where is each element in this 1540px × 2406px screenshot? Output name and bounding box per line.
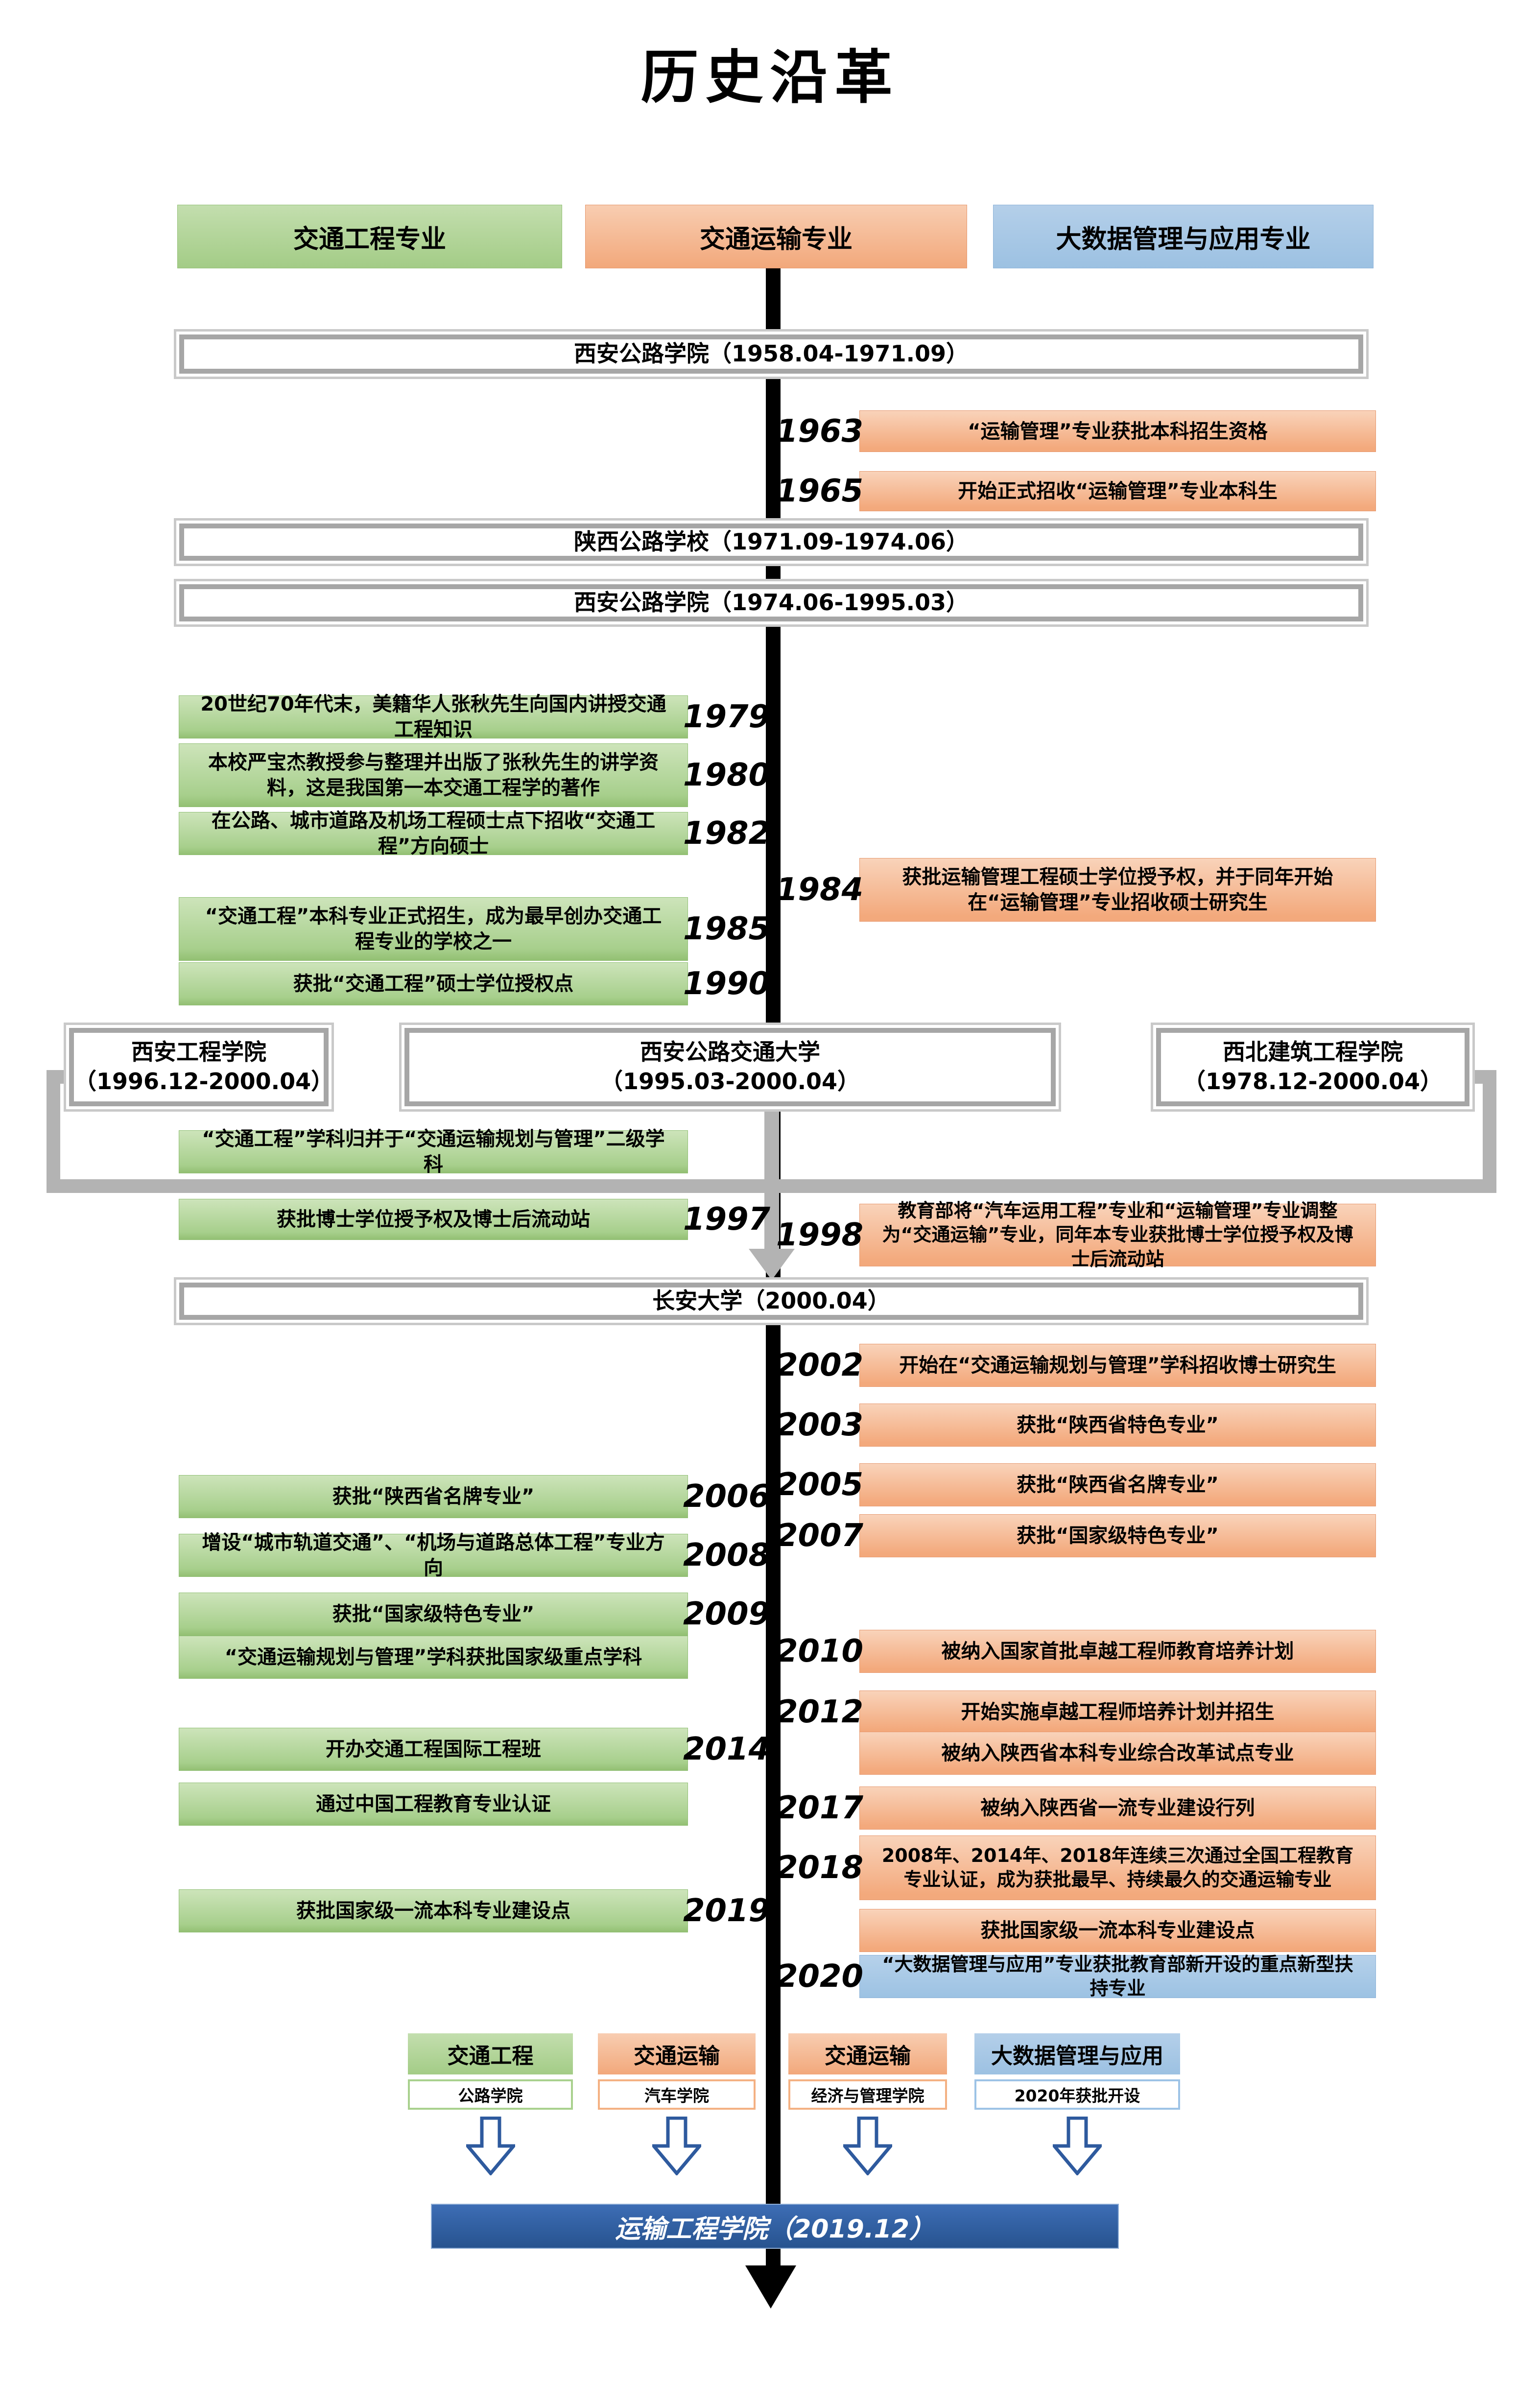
event-box-2005: 获批“陕西省名牌专业” bbox=[859, 1463, 1376, 1506]
year-label-2012: 2012 bbox=[776, 1694, 864, 1730]
major-box-transportation-1: 交通运输 bbox=[598, 2033, 756, 2074]
down-arrow-icon bbox=[652, 2117, 701, 2175]
event-box-1984: 获批运输管理工程硕士学位授予权，并于同年开始在“运输管理”专业招收硕士研究生 bbox=[859, 858, 1376, 922]
event-box-2009: 获批“国家级特色专业” bbox=[179, 1593, 688, 1636]
down-arrow-icon bbox=[466, 2117, 515, 2175]
event-box-1990: 获批“交通工程”硕士学位授权点 bbox=[179, 962, 688, 1005]
year-label-2019: 2019 bbox=[683, 1893, 771, 1929]
event-box-1980: 本校严宝杰教授参与整理并出版了张秋先生的讲学资料，这是我国第一本交通工程学的著作 bbox=[179, 743, 688, 807]
event-box-1963: “运输管理”专业获批本科招生资格 bbox=[859, 410, 1376, 452]
event-box-2020: “大数据管理与应用”专业获批教育部新开设的重点新型扶持专业 bbox=[859, 1953, 1376, 1999]
college-label-highway: 公路学院 bbox=[408, 2079, 573, 2110]
down-arrow-icon bbox=[843, 2117, 892, 2175]
year-label-2014: 2014 bbox=[683, 1731, 771, 1767]
year-label-2006: 2006 bbox=[683, 1478, 771, 1515]
institution-box-xian-highway-university: 西安公路交通大学 （1995.03-2000.04） bbox=[399, 1023, 1061, 1112]
institution-period: （1995.03-2000.04） bbox=[600, 1068, 860, 1095]
institution-box-changan: 长安大学（2000.04） bbox=[174, 1277, 1369, 1325]
event-box-1982: 在公路、城市道路及机场工程硕士点下招收“交通工程”方向硕士 bbox=[179, 810, 688, 858]
institution-label: 西安公路学院（1974.06-1995.03） bbox=[573, 589, 969, 616]
event-box-2010: 被纳入国家首批卓越工程师教育培养计划 bbox=[859, 1630, 1376, 1673]
column-header-bigdata: 大数据管理与应用专业 bbox=[993, 205, 1374, 268]
institution-period: （1996.12-2000.04） bbox=[74, 1068, 334, 1095]
year-label-2005: 2005 bbox=[776, 1467, 864, 1503]
institution-box-1974: 西安公路学院（1974.06-1995.03） bbox=[174, 579, 1369, 627]
year-label-2007: 2007 bbox=[776, 1518, 864, 1554]
connector-right-vertical bbox=[1483, 1070, 1496, 1193]
year-label-2009: 2009 bbox=[683, 1596, 771, 1632]
column-header-traffic-engineering: 交通工程专业 bbox=[177, 205, 562, 268]
year-label-1998: 1998 bbox=[776, 1217, 864, 1253]
year-label-2018: 2018 bbox=[776, 1850, 864, 1886]
connector-left-vertical bbox=[47, 1070, 60, 1193]
event-box-discipline-merge: “交通工程”学科归并于“交通运输规划与管理”二级学科 bbox=[179, 1128, 688, 1176]
year-label-2010: 2010 bbox=[776, 1633, 864, 1669]
year-label-1982: 1982 bbox=[683, 815, 771, 852]
event-box-2007: 获批“国家级特色专业” bbox=[859, 1514, 1376, 1557]
college-label-economics-management: 经济与管理学院 bbox=[788, 2079, 947, 2110]
year-label-1965: 1965 bbox=[776, 473, 864, 509]
connector-center-vertical bbox=[764, 1111, 779, 1253]
event-box-2019-orange: 获批国家级一流本科专业建设点 bbox=[859, 1909, 1376, 1952]
event-box-2018: 2008年、2014年、2018年连续三次通过全国工程教育专业认证，成为获批最早… bbox=[859, 1835, 1376, 1900]
year-label-1963: 1963 bbox=[776, 413, 864, 450]
major-box-bigdata: 大数据管理与应用 bbox=[974, 2033, 1180, 2074]
institution-box-northwest-architecture: 西北建筑工程学院 （1978.12-2000.04） bbox=[1151, 1023, 1475, 1112]
institution-box-1958: 西安公路学院（1958.04-1971.09） bbox=[174, 329, 1369, 379]
event-box-1998: 教育部将“汽车运用工程”专业和“运输管理”专业调整为“交通运输”专业，同年本专业… bbox=[859, 1200, 1376, 1270]
final-school-bar: 运输工程学院（2019.12） bbox=[431, 2204, 1119, 2249]
year-label-1980: 1980 bbox=[683, 757, 771, 793]
institution-label: 西安公路学院（1958.04-1971.09） bbox=[573, 340, 969, 367]
event-box-2002: 开始在“交通运输规划与管理”学科招收博士研究生 bbox=[859, 1344, 1376, 1387]
event-box-2003: 获批“陕西省特色专业” bbox=[859, 1404, 1376, 1447]
event-box-accreditation: 通过中国工程教育专业认证 bbox=[179, 1783, 688, 1826]
major-box-traffic-engineering: 交通工程 bbox=[408, 2033, 573, 2074]
event-box-2014-green: 开办交通工程国际工程班 bbox=[179, 1728, 688, 1771]
column-header-transportation: 交通运输专业 bbox=[585, 205, 967, 268]
college-label-2020-approved: 2020年获批开设 bbox=[974, 2079, 1180, 2110]
institution-label: 长安大学（2000.04） bbox=[652, 1287, 890, 1314]
timeline-arrowhead-icon bbox=[745, 2265, 796, 2309]
event-box-2006: 获批“陕西省名牌专业” bbox=[179, 1475, 688, 1518]
gray-arrowhead-icon bbox=[749, 1249, 795, 1280]
year-label-2008: 2008 bbox=[683, 1537, 771, 1573]
event-box-2008: 增设“城市轨道交通”、“机场与道路总体工程”专业方向 bbox=[179, 1531, 688, 1579]
event-box-2012: 开始实施卓越工程师培养计划并招生 bbox=[859, 1691, 1376, 1734]
college-label-automobile: 汽车学院 bbox=[598, 2079, 756, 2110]
institution-period: （1978.12-2000.04） bbox=[1183, 1068, 1443, 1095]
institution-box-xian-engineering: 西安工程学院 （1996.12-2000.04） bbox=[64, 1023, 334, 1112]
year-label-2017: 2017 bbox=[776, 1790, 864, 1826]
year-label-1990: 1990 bbox=[683, 966, 771, 1002]
event-box-1997: 获批博士学位授予权及博士后流动站 bbox=[179, 1199, 688, 1240]
event-box-1979: 20世纪70年代末，美籍华人张秋先生向国内讲授交通工程知识 bbox=[179, 693, 688, 741]
event-box-reform-pilot: 被纳入陕西省本科专业综合改革试点专业 bbox=[859, 1732, 1376, 1775]
year-label-1979: 1979 bbox=[683, 699, 771, 735]
event-box-2019-green: 获批国家级一流本科专业建设点 bbox=[179, 1889, 688, 1932]
institution-name: 西安公路交通大学 bbox=[640, 1039, 820, 1066]
page-title: 历史沿革 bbox=[640, 43, 900, 111]
year-label-1984: 1984 bbox=[776, 872, 864, 908]
year-label-2002: 2002 bbox=[776, 1347, 864, 1383]
year-label-1997: 1997 bbox=[683, 1201, 771, 1238]
event-box-1965: 开始正式招收“运输管理”专业本科生 bbox=[859, 471, 1376, 511]
event-box-key-discipline: “交通运输规划与管理”学科获批国家级重点学科 bbox=[179, 1636, 688, 1679]
institution-box-1971: 陕西公路学校（1971.09-1974.06） bbox=[174, 518, 1369, 566]
year-label-2020: 2020 bbox=[776, 1958, 864, 1995]
institution-name: 西安工程学院 bbox=[131, 1039, 266, 1066]
year-label-1985: 1985 bbox=[683, 911, 771, 947]
institution-name: 西北建筑工程学院 bbox=[1223, 1039, 1403, 1066]
year-label-2003: 2003 bbox=[776, 1407, 864, 1443]
event-box-1985: “交通工程”本科专业正式招生，成为最早创办交通工程专业的学校之一 bbox=[179, 897, 688, 961]
institution-label: 陕西公路学校（1971.09-1974.06） bbox=[573, 528, 969, 555]
major-box-transportation-2: 交通运输 bbox=[788, 2033, 947, 2074]
event-box-2017: 被纳入陕西省一流专业建设行列 bbox=[859, 1787, 1376, 1830]
down-arrow-icon bbox=[1053, 2117, 1102, 2175]
